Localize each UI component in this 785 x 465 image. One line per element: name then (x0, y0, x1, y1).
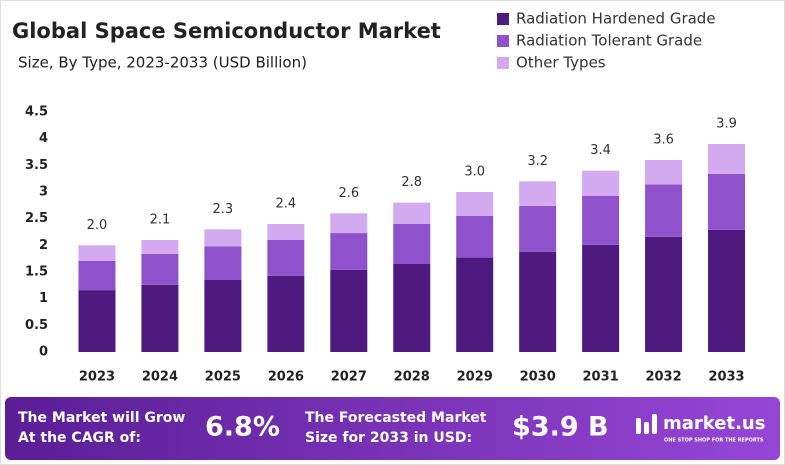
bar-segment (141, 240, 179, 254)
y-tick-label: 2.5 (25, 211, 48, 226)
legend-swatch (497, 57, 509, 69)
total-label: 2.4 (275, 197, 296, 212)
legend-label: Other Types (516, 54, 606, 72)
bar-segment (330, 213, 368, 234)
total-label: 3.9 (716, 117, 737, 132)
x-tick-label: 2026 (268, 370, 304, 385)
legend-label: Radiation Hardened Grade (516, 10, 716, 28)
x-tick-label: 2029 (457, 370, 493, 385)
y-tick-label: 1 (39, 291, 48, 306)
bar-segment (708, 144, 746, 174)
y-tick-label: 3.5 (25, 158, 48, 173)
bar-segment (141, 253, 179, 285)
cagr-text: The Market will Grow (18, 410, 185, 426)
bar-segment (519, 205, 557, 252)
bar-segment (582, 170, 620, 196)
bar-segment (645, 236, 683, 352)
x-tick-label: 2033 (708, 370, 744, 385)
forecast-text: The Forecasted Market (305, 410, 487, 426)
bar-segment (456, 216, 494, 258)
bar-segment (78, 245, 116, 261)
legend-label: Radiation Tolerant Grade (516, 32, 702, 50)
total-label: 2.0 (87, 218, 108, 233)
bar-segment (330, 233, 368, 270)
bar-segment (204, 246, 242, 280)
bar-segment (456, 192, 494, 216)
x-tick-label: 2027 (331, 370, 367, 385)
bar-segment (141, 284, 179, 352)
bar-segment (519, 181, 557, 206)
bar-segment (456, 257, 494, 352)
legend-swatch (497, 13, 509, 25)
bar-segment (582, 195, 620, 245)
y-tick-label: 1.5 (25, 265, 48, 280)
x-tick-label: 2031 (583, 370, 619, 385)
forecast-text: Size for 2033 in USD: (305, 430, 472, 446)
bar-segment (204, 229, 242, 247)
bar-segment (78, 260, 116, 291)
x-tick-label: 2028 (394, 370, 430, 385)
y-tick-label: 4 (39, 131, 48, 146)
total-label: 2.8 (401, 175, 422, 190)
cagr-value: 6.8% (205, 412, 280, 443)
x-tick-label: 2024 (142, 370, 178, 385)
chart-title: Global Space Semiconductor Market (12, 19, 441, 43)
cagr-text: At the CAGR of: (18, 430, 141, 446)
bar-segment (267, 275, 305, 352)
y-tick-label: 2 (39, 238, 48, 253)
chart-subtitle: Size, By Type, 2023-2033 (USD Billion) (18, 54, 307, 72)
total-label: 3.4 (590, 143, 611, 158)
total-label: 3.0 (464, 165, 485, 180)
total-label: 3.2 (527, 154, 548, 169)
total-label: 2.6 (338, 186, 359, 201)
bar-segment (645, 184, 683, 237)
brand-tagline: ONE STOP SHOP FOR THE REPORTS (664, 438, 764, 444)
forecast-value: $3.9 B (512, 412, 609, 443)
brand: market.us (663, 413, 765, 434)
bar-segment (582, 244, 620, 352)
bar-segment (330, 269, 368, 352)
bar-segment (78, 290, 116, 352)
x-tick-label: 2030 (520, 370, 556, 385)
brand-logo (636, 414, 657, 434)
bar-segment (645, 160, 683, 185)
bar-segment (393, 264, 431, 352)
bar-segment (393, 224, 431, 264)
bar-segment (204, 280, 242, 352)
y-tick-label: 4.5 (25, 105, 48, 120)
bar-segment (708, 173, 746, 230)
bar-segment (267, 240, 305, 276)
footer-band (5, 397, 780, 460)
x-tick-label: 2032 (645, 370, 681, 385)
total-label: 2.3 (213, 202, 234, 217)
bar-segment (393, 202, 431, 224)
total-label: 2.1 (150, 213, 171, 228)
bar-segment (708, 229, 746, 352)
bar-segment (267, 224, 305, 240)
x-tick-label: 2025 (205, 370, 241, 385)
x-tick-label: 2023 (79, 370, 115, 385)
y-tick-label: 0 (39, 345, 48, 360)
bar-segment (519, 251, 557, 352)
legend-swatch (497, 35, 509, 47)
y-tick-label: 3 (39, 185, 48, 200)
y-tick-label: 0.5 (25, 318, 48, 333)
total-label: 3.6 (653, 133, 674, 148)
